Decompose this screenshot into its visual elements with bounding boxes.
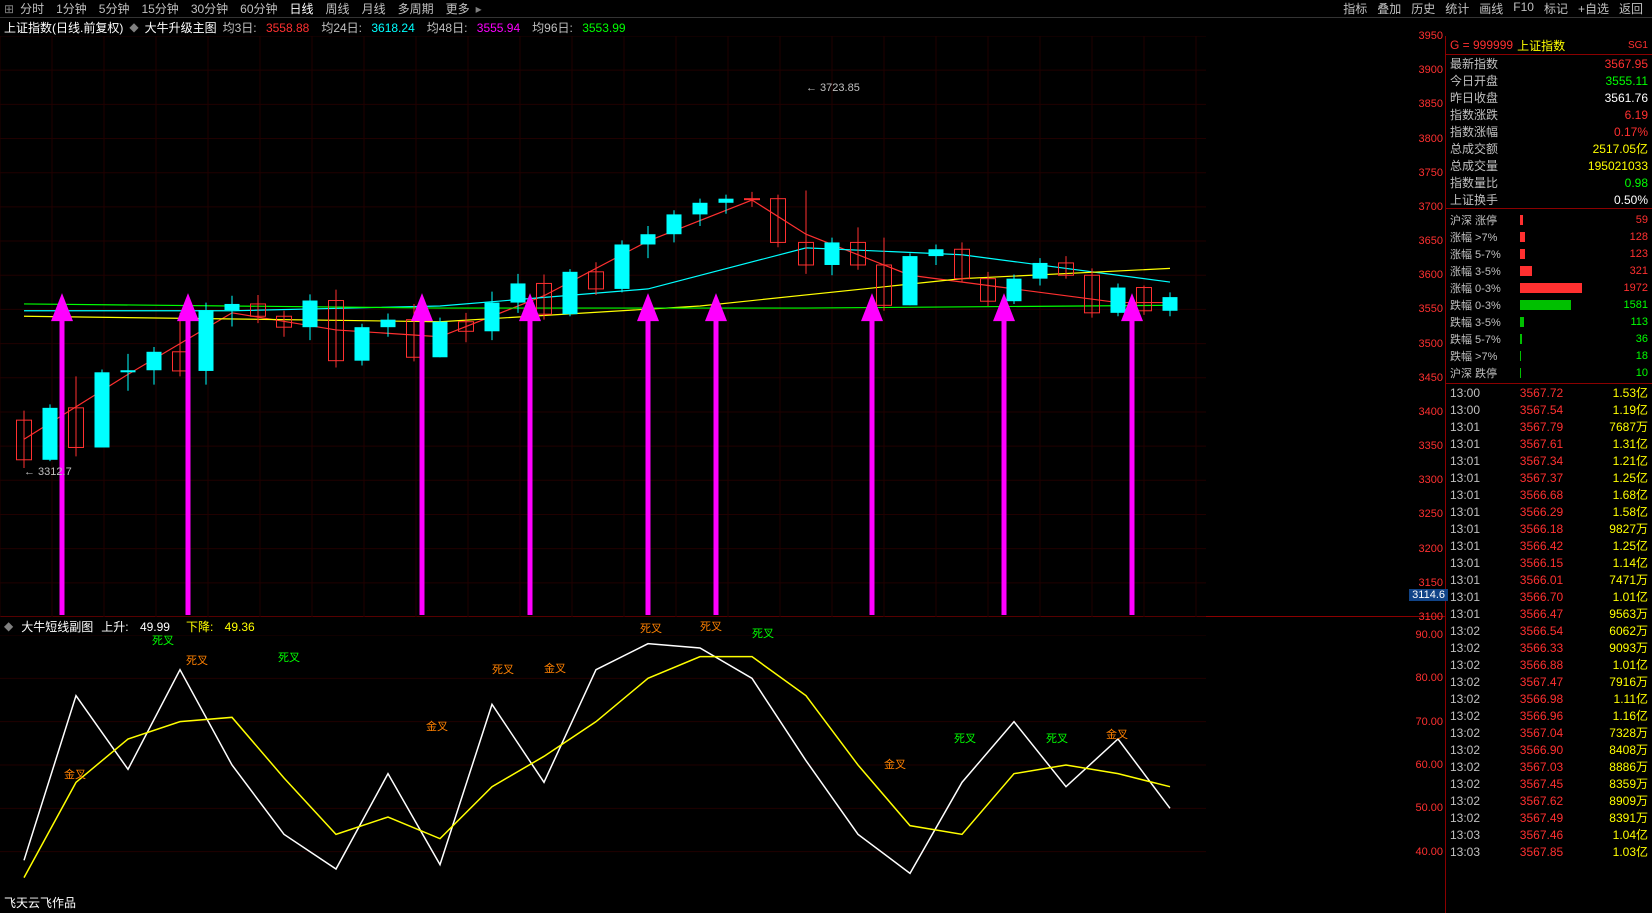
- tick-row: 13:023567.038886万: [1446, 758, 1652, 775]
- right-panel: G = 999999 上证指数 SG1 最新指数3567.95今日开盘3555.…: [1446, 36, 1652, 913]
- dist-row: 跌幅 0-3%1581: [1446, 296, 1652, 313]
- tick-row: 13:013567.371.25亿: [1446, 469, 1652, 486]
- timeframe-5[interactable]: 60分钟: [234, 2, 283, 16]
- rtool-4[interactable]: 画线: [1474, 0, 1508, 17]
- right-header: G = 999999 上证指数 SG1: [1446, 36, 1652, 54]
- stat-row: 指数涨跌6.19: [1446, 106, 1652, 123]
- tick-list: 13:003567.721.53亿13:003567.541.19亿13:013…: [1446, 383, 1652, 913]
- dist-row: 跌幅 5-7%36: [1446, 330, 1652, 347]
- tick-row: 13:013566.017471万: [1446, 571, 1652, 588]
- tick-row: 13:023567.477916万: [1446, 673, 1652, 690]
- tick-row: 13:003567.541.19亿: [1446, 401, 1652, 418]
- dist-row: 涨幅 5-7%123: [1446, 245, 1652, 262]
- distribution-bars: 沪深 涨停59涨幅 >7%128涨幅 5-7%123涨幅 3-5%321涨幅 0…: [1446, 208, 1652, 383]
- symbol-name: 上证指数(日线.前复权): [4, 19, 123, 36]
- timeframe-8[interactable]: 月线: [356, 2, 392, 16]
- timeframe-6[interactable]: 日线: [284, 2, 320, 16]
- tick-row: 13:023566.908408万: [1446, 741, 1652, 758]
- tick-row: 13:023566.546062万: [1446, 622, 1652, 639]
- dist-row: 沪深 涨停59: [1446, 211, 1652, 228]
- timeframe-9[interactable]: 多周期: [392, 2, 440, 16]
- stats-table: 最新指数3567.95今日开盘3555.11昨日收盘3561.76指数涨跌6.1…: [1446, 54, 1652, 208]
- dist-row: 跌幅 3-5%113: [1446, 313, 1652, 330]
- rtool-3[interactable]: 统计: [1440, 0, 1474, 17]
- indicator-chart[interactable]: 90.0080.0070.0060.0050.0040.00 金叉死叉死叉死叉金…: [0, 635, 1445, 913]
- tick-row: 13:023566.881.01亿: [1446, 656, 1652, 673]
- dist-row: 涨幅 0-3%1972: [1446, 279, 1652, 296]
- stat-row: 指数涨幅0.17%: [1446, 123, 1652, 140]
- stat-row: 今日开盘3555.11: [1446, 72, 1652, 89]
- tick-row: 13:033567.851.03亿: [1446, 843, 1652, 860]
- rtool-0[interactable]: 指标: [1338, 0, 1372, 17]
- tick-row: 13:013566.291.58亿: [1446, 503, 1652, 520]
- tick-row: 13:013566.189827万: [1446, 520, 1652, 537]
- tick-row: 13:013566.681.68亿: [1446, 486, 1652, 503]
- stat-row: 总成交量195021033: [1446, 157, 1652, 174]
- tick-row: 13:013566.151.14亿: [1446, 554, 1652, 571]
- dist-row: 跌幅 >7%18: [1446, 347, 1652, 364]
- dist-row: 沪深 跌停10: [1446, 364, 1652, 381]
- top-menu: ⊞ 分时1分钟5分钟15分钟30分钟60分钟日线周线月线多周期更多▸ 指标叠加历…: [0, 0, 1652, 18]
- tick-row: 13:013566.421.25亿: [1446, 537, 1652, 554]
- tick-row: 13:013566.479563万: [1446, 605, 1652, 622]
- indicator-title: ◆ 大牛短线副图 上升: 49.99 下降: 49.36: [0, 617, 1445, 635]
- rtool-7[interactable]: +自选: [1573, 0, 1614, 17]
- timeframe-1[interactable]: 1分钟: [50, 2, 93, 16]
- rtool-6[interactable]: 标记: [1539, 0, 1573, 17]
- tick-row: 13:023566.961.16亿: [1446, 707, 1652, 724]
- tick-row: 13:023567.458359万: [1446, 775, 1652, 792]
- timeframe-0[interactable]: 分时: [14, 2, 50, 16]
- rtool-2[interactable]: 历史: [1406, 0, 1440, 17]
- tick-row: 13:013567.341.21亿: [1446, 452, 1652, 469]
- stat-row: 最新指数3567.95: [1446, 55, 1652, 72]
- kline-chart[interactable]: 3950390038503800375037003650360035503500…: [0, 36, 1445, 617]
- tick-row: 13:013567.611.31亿: [1446, 435, 1652, 452]
- rtool-8[interactable]: 返回: [1614, 0, 1648, 17]
- tick-row: 13:023567.047328万: [1446, 724, 1652, 741]
- tick-row: 13:023567.628909万: [1446, 792, 1652, 809]
- timeframe-3[interactable]: 15分钟: [135, 2, 184, 16]
- tick-row: 13:023567.498391万: [1446, 809, 1652, 826]
- icon-placeholder: ⊞: [4, 2, 14, 16]
- tick-row: 13:033567.461.04亿: [1446, 826, 1652, 843]
- footer-credit: 飞天云飞作品: [4, 894, 76, 911]
- info-line: 上证指数(日线.前复权) ◆ 大牛升级主图 均3日: 3558.88均24日: …: [0, 18, 1652, 36]
- tick-row: 13:013566.701.01亿: [1446, 588, 1652, 605]
- rtool-5[interactable]: F10: [1508, 0, 1539, 17]
- timeframe-2[interactable]: 5分钟: [93, 2, 136, 16]
- dist-row: 涨幅 >7%128: [1446, 228, 1652, 245]
- stat-row: 昨日收盘3561.76: [1446, 89, 1652, 106]
- stat-row: 指数量比0.98: [1446, 174, 1652, 191]
- dist-row: 涨幅 3-5%321: [1446, 262, 1652, 279]
- timeframe-7[interactable]: 周线: [320, 2, 356, 16]
- tick-row: 13:003567.721.53亿: [1446, 384, 1652, 401]
- indicator-name: 大牛升级主图: [145, 19, 217, 36]
- rtool-1[interactable]: 叠加: [1372, 0, 1406, 17]
- stat-row: 上证换手0.50%: [1446, 191, 1652, 208]
- tick-row: 13:013567.797687万: [1446, 418, 1652, 435]
- timeframe-4[interactable]: 30分钟: [185, 2, 234, 16]
- stat-row: 总成交额2517.05亿: [1446, 140, 1652, 157]
- tick-row: 13:023566.339093万: [1446, 639, 1652, 656]
- timeframe-10[interactable]: 更多: [440, 2, 476, 16]
- tick-row: 13:023566.981.11亿: [1446, 690, 1652, 707]
